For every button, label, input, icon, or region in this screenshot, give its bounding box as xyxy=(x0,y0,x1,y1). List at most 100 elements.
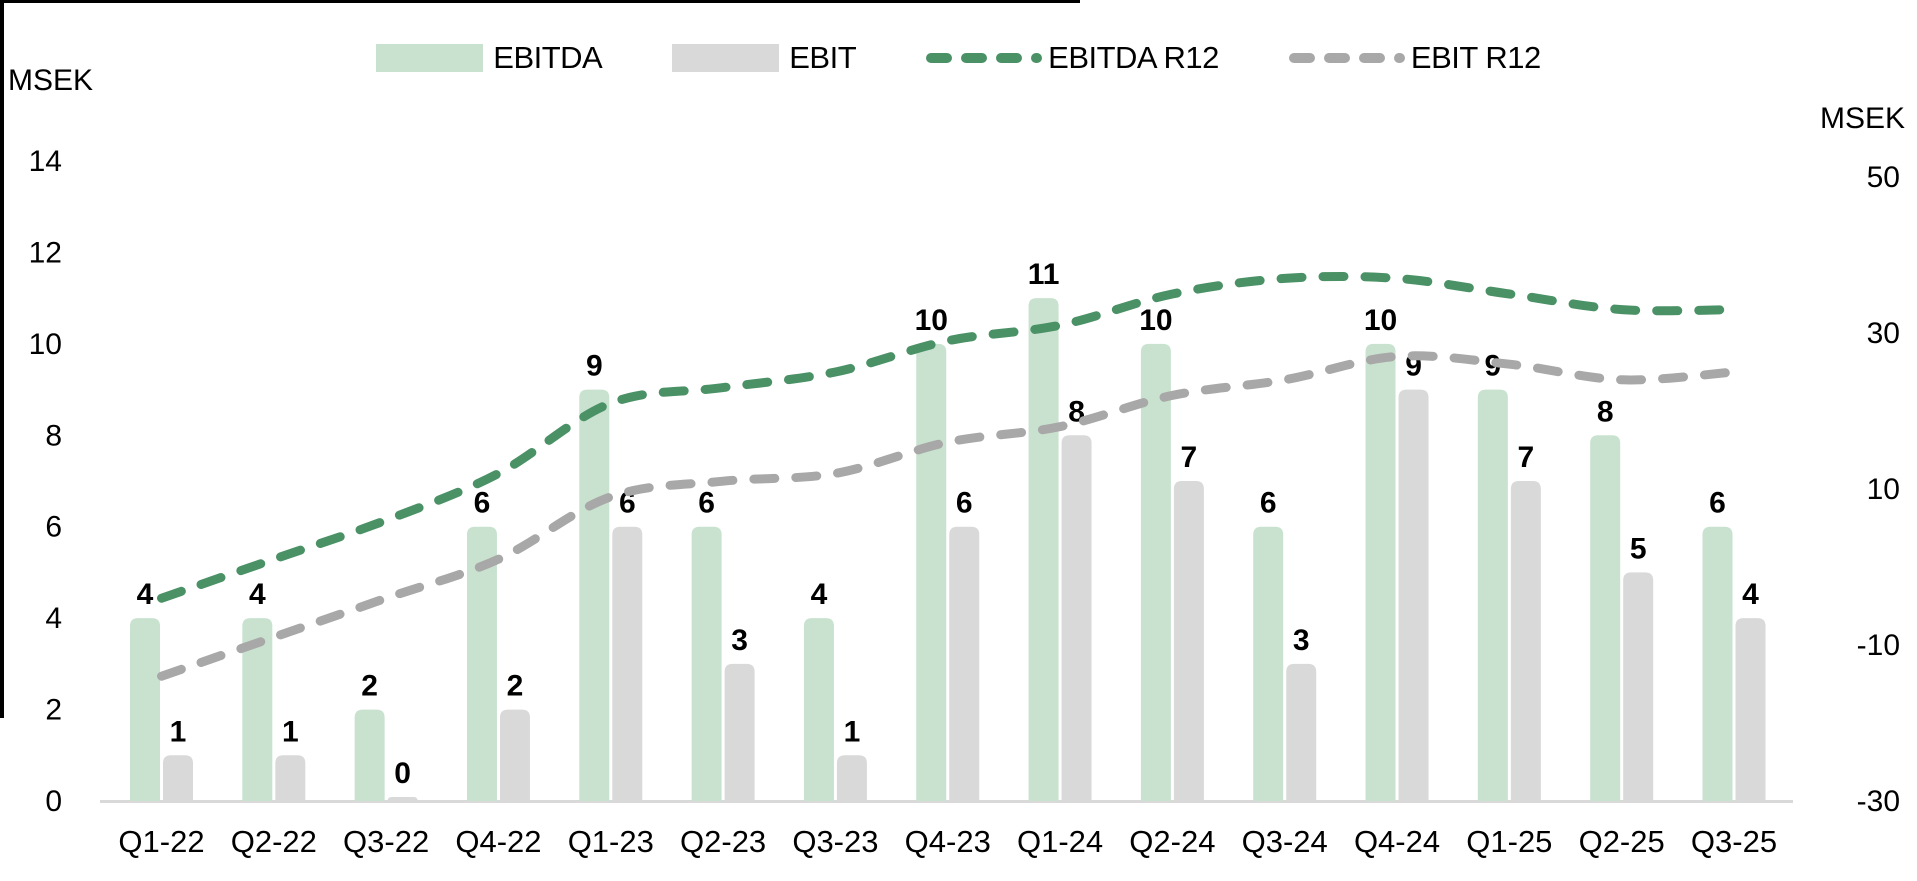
ebit-r12-line xyxy=(157,351,1739,681)
ebitda-bar xyxy=(803,618,834,801)
ebitda-bar-value-label: 6 xyxy=(698,487,715,520)
left-axis-tick-label: 2 xyxy=(45,694,62,727)
legend-label-ebit-r12: EBIT R12 xyxy=(1410,40,1541,75)
x-axis-category-label: Q1-25 xyxy=(1466,824,1552,859)
x-axis-category-label: Q2-23 xyxy=(680,824,766,859)
window-border-left xyxy=(0,0,4,718)
ebitda-bar-value-label: 11 xyxy=(1028,258,1060,291)
ebitda-bar-value-label: 6 xyxy=(1709,487,1726,520)
ebit-bar xyxy=(836,755,867,801)
ebitda-bar xyxy=(1140,343,1171,801)
ebit-bar-value-label: 1 xyxy=(170,715,187,748)
x-axis-category-label: Q2-22 xyxy=(231,824,317,859)
ebit-bar xyxy=(1510,481,1541,801)
window-border-top xyxy=(0,0,1080,3)
left-axis-tick-label: 4 xyxy=(45,602,62,635)
left-axis-tick-label: 14 xyxy=(29,145,62,178)
ebit-bar xyxy=(1398,389,1429,801)
legend-label-ebitda: EBITDA xyxy=(493,40,603,75)
ebitda-bar-value-label: 10 xyxy=(1139,304,1172,337)
ebitda-r12-dashed-line-swatch-icon xyxy=(926,53,1043,63)
x-axis-category-label: Q3-23 xyxy=(792,824,878,859)
legend-item-ebit: EBIT xyxy=(672,40,857,76)
ebitda-bar xyxy=(1702,526,1733,801)
ebit-bar xyxy=(275,755,306,801)
ebit-bar-value-label: 1 xyxy=(844,715,861,748)
left-axis-tick-label: 10 xyxy=(29,328,62,361)
ebitda-bar xyxy=(354,709,385,801)
legend-item-ebitda: EBITDA xyxy=(376,40,603,76)
x-axis-category-label: Q1-23 xyxy=(568,824,654,859)
ebitda-bar-value-label: 10 xyxy=(915,304,948,337)
ebitda-bar xyxy=(1253,526,1284,801)
ebitda-bar xyxy=(466,526,497,801)
ebitda-bar-value-label: 4 xyxy=(249,578,266,611)
ebit-bar xyxy=(1286,663,1317,801)
ebitda-bar-value-label: 2 xyxy=(361,670,378,703)
ebit-bar-value-label: 3 xyxy=(1293,624,1310,657)
x-axis-category-label: Q1-22 xyxy=(118,824,204,859)
ebitda-bar xyxy=(579,389,610,801)
ebitda-bar xyxy=(1028,298,1059,801)
legend-label-ebitda-r12: EBITDA R12 xyxy=(1048,40,1219,75)
ebit-bar-value-label: 2 xyxy=(507,670,524,703)
x-axis-category-label: Q4-23 xyxy=(905,824,991,859)
left-axis-tick-label: 12 xyxy=(29,236,62,269)
ebitda-bar-value-label: 4 xyxy=(811,578,828,611)
ebit-bar-value-label: 6 xyxy=(956,487,973,520)
left-axis-tick-label: 6 xyxy=(45,511,62,544)
ebit-bar-value-label: 1 xyxy=(282,715,299,748)
ebitda-bar xyxy=(916,343,947,801)
right-axis-tick-label: 10 xyxy=(1867,473,1900,506)
right-axis-tick-label: 50 xyxy=(1867,161,1900,194)
ebit-bar-value-label: 0 xyxy=(394,757,411,790)
ebitda-bar xyxy=(1365,343,1396,801)
x-axis-category-label: Q3-24 xyxy=(1242,824,1328,859)
right-axis-tick-label: -30 xyxy=(1857,785,1900,818)
ebitda-r12-line xyxy=(157,271,1739,603)
x-axis-category-label: Q2-24 xyxy=(1129,824,1215,859)
ebit-bar-value-label: 7 xyxy=(1181,441,1198,474)
ebit-bar-value-label: 3 xyxy=(731,624,748,657)
ebitda-bar xyxy=(130,618,160,801)
x-axis-category-label: Q3-25 xyxy=(1691,824,1777,859)
ebitda-bar-value-label: 4 xyxy=(137,578,154,611)
x-axis-category-label: Q2-25 xyxy=(1579,824,1665,859)
x-axis-category-label: Q3-22 xyxy=(343,824,429,859)
ebitda-bar-value-label: 9 xyxy=(1485,350,1502,383)
ebit-bar xyxy=(1623,572,1654,801)
ebit-bar xyxy=(1735,618,1766,801)
x-axis-category-label: Q4-22 xyxy=(455,824,541,859)
ebit-bar xyxy=(724,663,755,801)
ebitda-bar-value-label: 6 xyxy=(1260,487,1277,520)
ebitda-bar xyxy=(1477,389,1508,801)
ebit-bar-value-label: 4 xyxy=(1742,578,1759,611)
ebit-bar xyxy=(163,755,193,801)
ebitda-bar xyxy=(691,526,722,801)
ebitda-bar-value-label: 6 xyxy=(474,487,491,520)
legend-item-ebit-r12: EBIT R12 xyxy=(1288,40,1541,76)
legend-item-ebitda-r12: EBITDA R12 xyxy=(926,40,1219,76)
ebit-bar xyxy=(387,797,418,801)
ebit-bar xyxy=(612,526,643,801)
right-axis-tick-label: -10 xyxy=(1857,629,1900,662)
left-axis-tick-label: 0 xyxy=(45,785,62,818)
ebit-bar-swatch-icon xyxy=(672,44,780,72)
chart-legend: EBITDA EBIT EBITDA R12 EBIT R12 xyxy=(0,40,1917,76)
ebitda-bar xyxy=(1590,435,1621,801)
ebitda-bar-value-label: 8 xyxy=(1597,395,1614,428)
ebit-bar xyxy=(949,526,980,801)
ebit-r12-dashed-line-swatch-icon xyxy=(1288,53,1405,63)
legend-label-ebit: EBIT xyxy=(789,40,857,75)
ebit-bar-value-label: 7 xyxy=(1518,441,1535,474)
left-axis-tick-label: 8 xyxy=(45,419,62,452)
ebit-bar xyxy=(499,709,530,801)
left-axis-title: MSEK xyxy=(8,64,93,97)
ebit-bar xyxy=(1173,481,1204,801)
right-axis-tick-label: 30 xyxy=(1867,317,1900,350)
x-axis-category-label: Q1-24 xyxy=(1017,824,1103,859)
ebitda-bar-swatch-icon xyxy=(376,44,484,72)
ebitda-bar-value-label: 10 xyxy=(1364,304,1397,337)
